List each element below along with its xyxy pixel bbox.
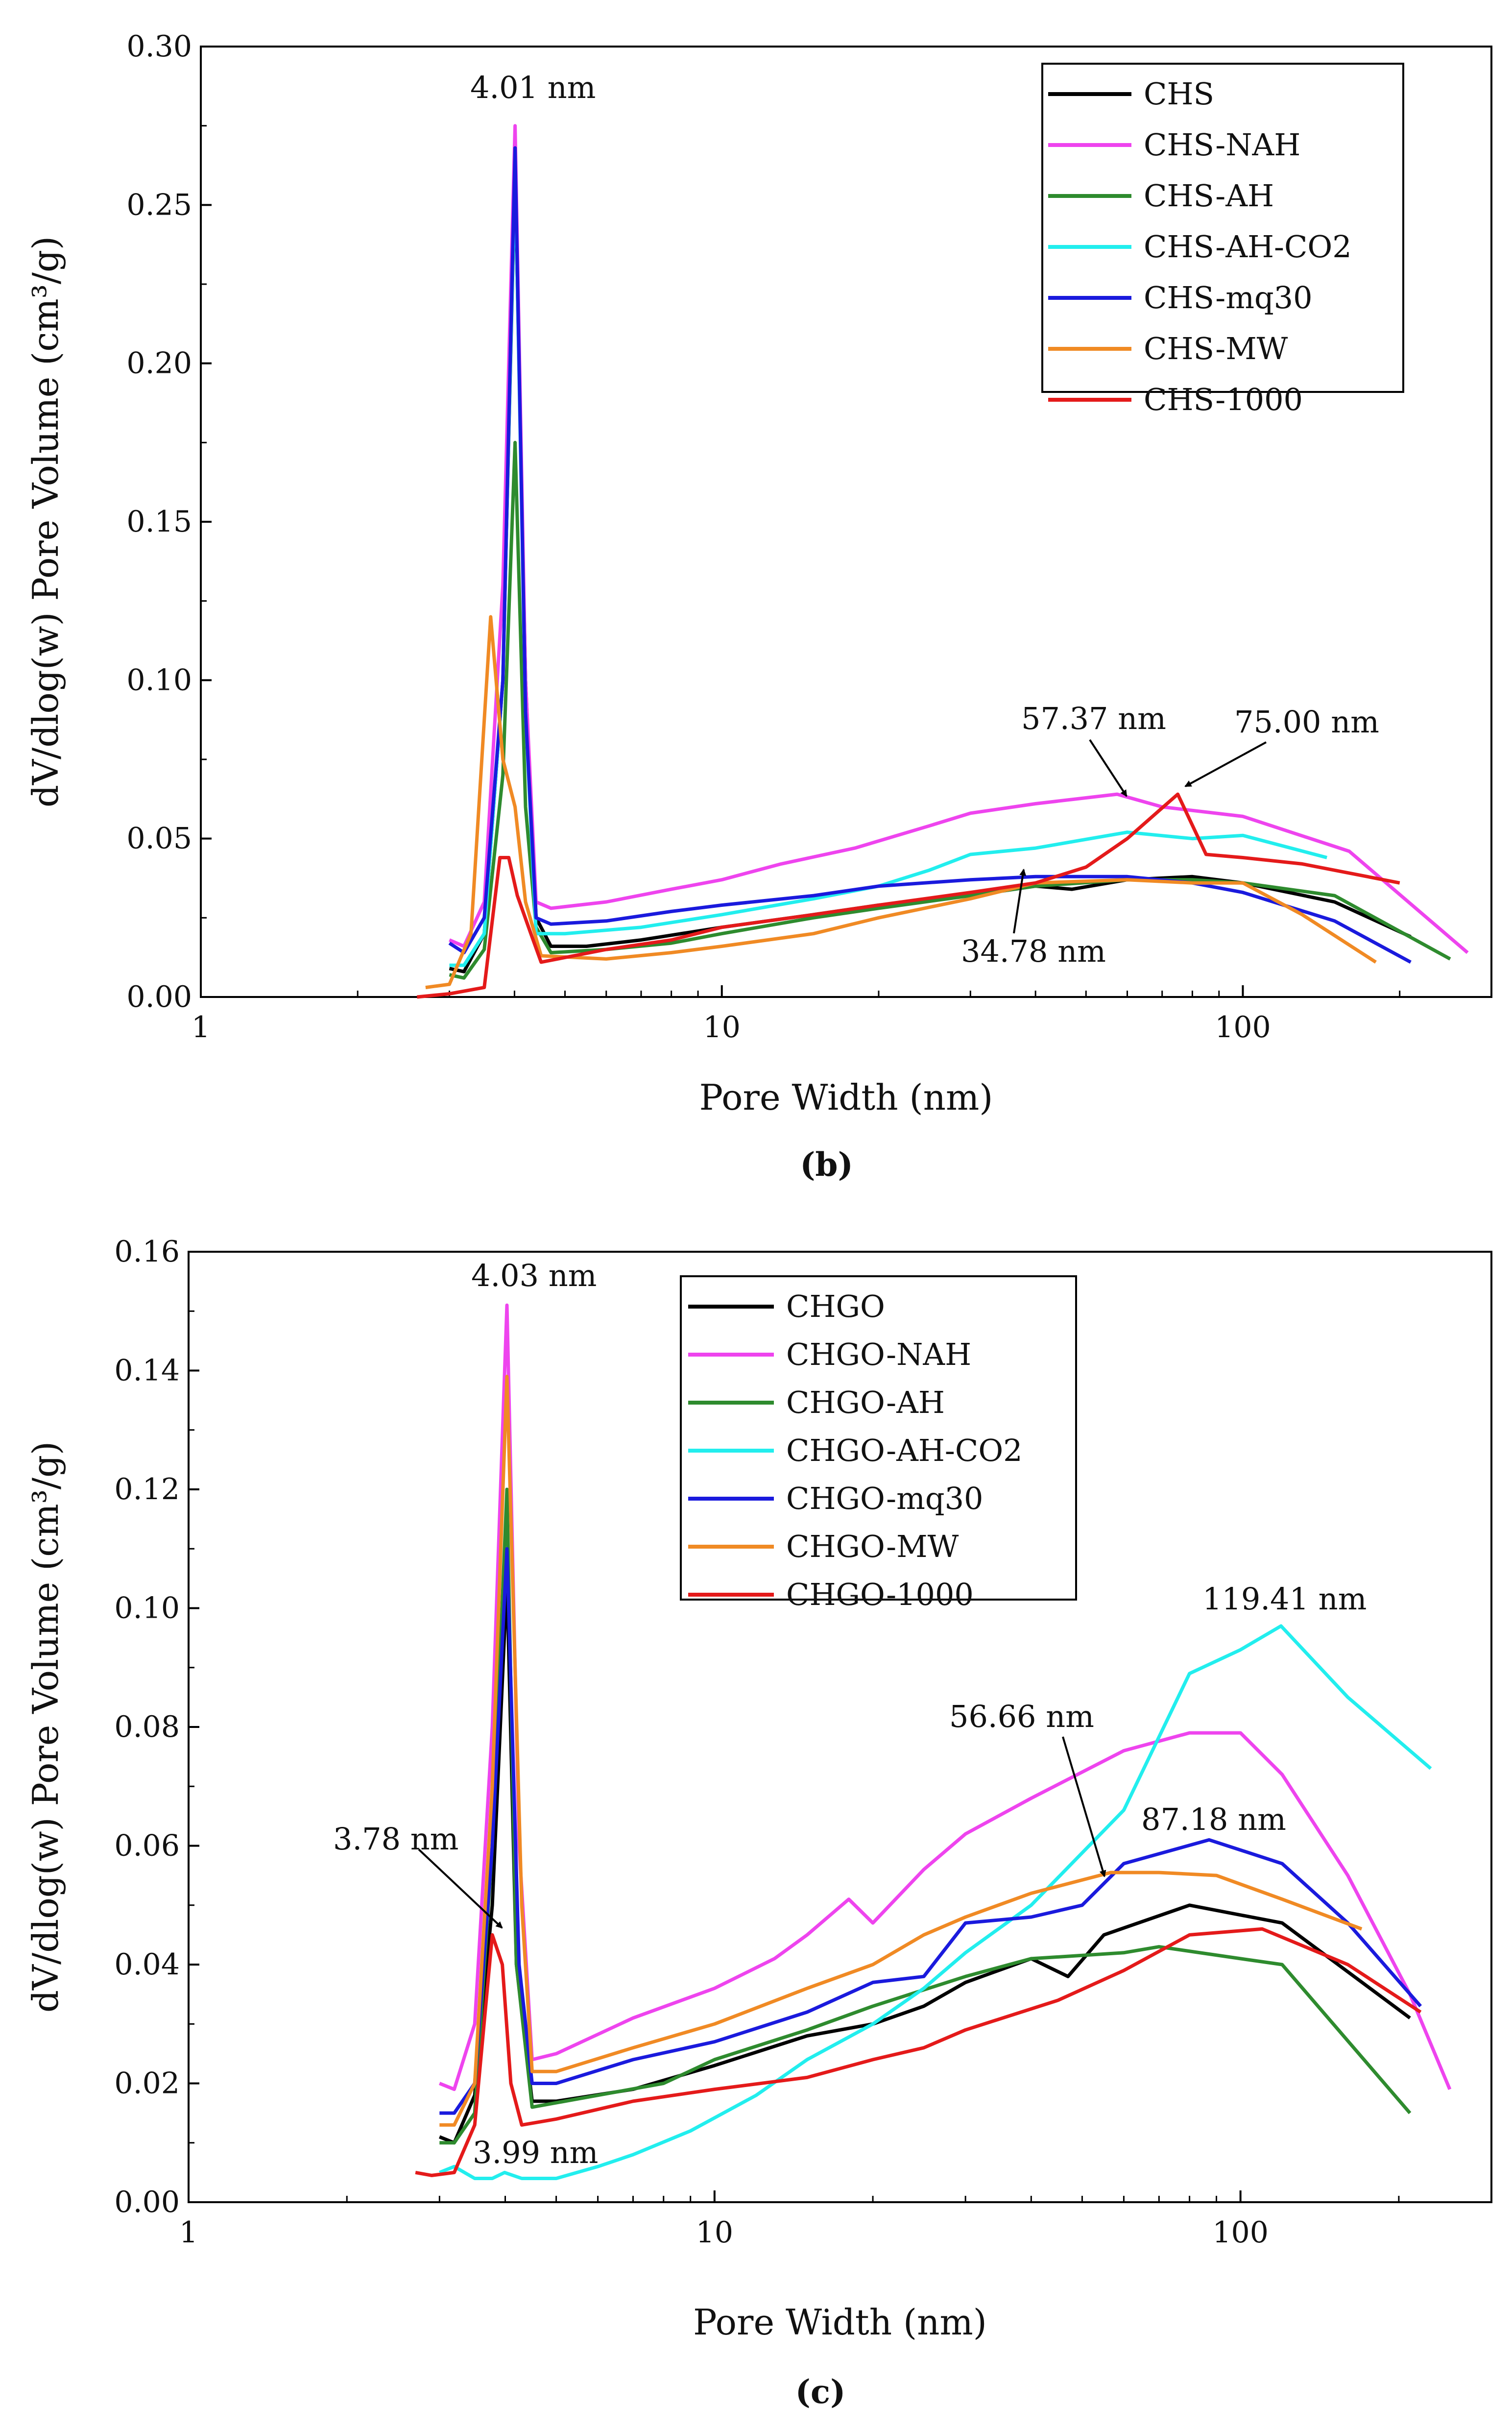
series-line-chgo-mw	[439, 1375, 1363, 2127]
x-tick-label: 100	[1215, 1010, 1271, 1045]
legend-label-chgo-nah: CHGO-NAH	[786, 1336, 971, 1372]
x-tick-label: 1	[179, 2215, 198, 2250]
y-tick-label: 0.10	[126, 663, 192, 697]
legend-label-chs-ah: CHS-AH	[1144, 178, 1274, 214]
series-line-chgo-nah	[438, 1303, 1452, 2091]
y-tick-label: 0.00	[114, 2185, 180, 2219]
legend-label-chgo: CHGO	[786, 1288, 885, 1324]
legend-label-chgo-ah: CHGO-AH	[786, 1385, 945, 1420]
annotation-label: 4.03 nm	[471, 1258, 597, 1293]
series-line-chs-ah	[449, 440, 1451, 980]
annotation-label: 56.66 nm	[949, 1699, 1094, 1734]
legend-box	[1041, 63, 1404, 393]
annotation-arrow	[1062, 1736, 1106, 1877]
legend-label-chgo-ah-co2: CHGO-AH-CO2	[786, 1433, 1023, 1468]
annotation-label: 57.37 nm	[1021, 701, 1166, 736]
y-tick-label: 0.00	[126, 980, 192, 1014]
annotation-label: 3.99 nm	[473, 2135, 598, 2170]
annotation-arrow	[1184, 741, 1267, 787]
y-tick-label: 0.16	[114, 1235, 180, 1269]
series-line-chgo-1000	[415, 1927, 1422, 2177]
y-tick-label: 0.08	[114, 1710, 180, 1744]
annotation-label: 4.01 nm	[470, 70, 596, 105]
x-tick-label: 10	[696, 2215, 733, 2250]
legend-label-chs-nah: CHS-NAH	[1144, 127, 1300, 163]
x-tick-label: 1	[192, 1010, 210, 1045]
y-tick-label: 0.14	[114, 1354, 180, 1388]
annotation-label: 34.78 nm	[961, 933, 1106, 969]
series-line-chgo	[438, 1577, 1411, 2145]
series-line-chgo-ah-co2	[438, 1624, 1432, 2180]
y-tick-label: 0.12	[114, 1472, 180, 1507]
legend-label-chs: CHS	[1144, 76, 1214, 112]
legend-label-chgo-mq30: CHGO-mq30	[786, 1481, 983, 1516]
annotation-label: 3.78 nm	[333, 1821, 458, 1857]
annotation-arrow	[1089, 739, 1128, 797]
y-tick-label: 0.04	[114, 1947, 180, 1982]
x-axis-title: Pore Width (nm)	[693, 2302, 987, 2343]
annotation-label: 87.18 nm	[1141, 1801, 1286, 1837]
y-tick-label: 0.05	[126, 822, 192, 856]
annotation-label: 75.00 nm	[1234, 704, 1379, 740]
annotation-arrow	[418, 1848, 503, 1929]
legend: CHGO CHGO-NAH CHGO-AH CHGO-AH-CO2 CHGO-mq30 C…	[680, 1275, 1077, 1612]
legend: CHS CHS-NAH CHS-AH CHS-AH-CO2 CHS-mq30 CHS-MW…	[1041, 63, 1404, 417]
legend-label-chs-ah-co2: CHS-AH-CO2	[1144, 229, 1352, 265]
y-tick-label: 0.15	[126, 505, 192, 539]
y-tick-label: 0.20	[126, 346, 192, 381]
panel-c: 0.00 0.02 0.04 0.06 0.08 0.10 0.12 0.14 0.16 1 10 1…	[25, 1235, 1492, 2411]
legend-label-chs-mq30: CHS-mq30	[1144, 280, 1313, 316]
y-tick-label: 0.25	[126, 188, 192, 222]
panel-label: (b)	[800, 1145, 853, 1184]
legend-label-chgo-mw: CHGO-MW	[786, 1529, 959, 1564]
y-tick-label: 0.02	[114, 2066, 180, 2101]
series-line-chgo-mq30	[439, 1547, 1422, 2115]
x-axis-title: Pore Width (nm)	[699, 1077, 993, 1118]
annotation-label: 119.41 nm	[1202, 1581, 1367, 1617]
annotation-arrow	[1013, 869, 1027, 934]
y-tick-label: 0.10	[114, 1591, 180, 1626]
legend-label-chs-mw: CHS-MW	[1144, 331, 1288, 366]
y-tick-label: 0.06	[114, 1829, 180, 1863]
legend-label-chgo-1000: CHGO-1000	[786, 1577, 974, 1612]
y-axis-title: dV/dlog(w) Pore Volume (cm³/g)	[25, 236, 66, 807]
panel-label: (c)	[795, 2373, 846, 2411]
y-tick-label: 0.30	[126, 29, 192, 64]
legend-label-chs-1000: CHS-1000	[1144, 382, 1303, 417]
y-axis-title: dV/dlog(w) Pore Volume (cm³/g)	[25, 1441, 66, 2013]
series-line-chs-mw	[425, 615, 1377, 990]
panel-b: 0.00 0.05 0.10 0.15 0.20 0.25 0.30 1 10 100 Pore W…	[25, 29, 1492, 1184]
series-line-chs-1000	[417, 792, 1400, 999]
x-tick-label: 10	[703, 1010, 741, 1045]
x-tick-label: 100	[1212, 2215, 1269, 2250]
